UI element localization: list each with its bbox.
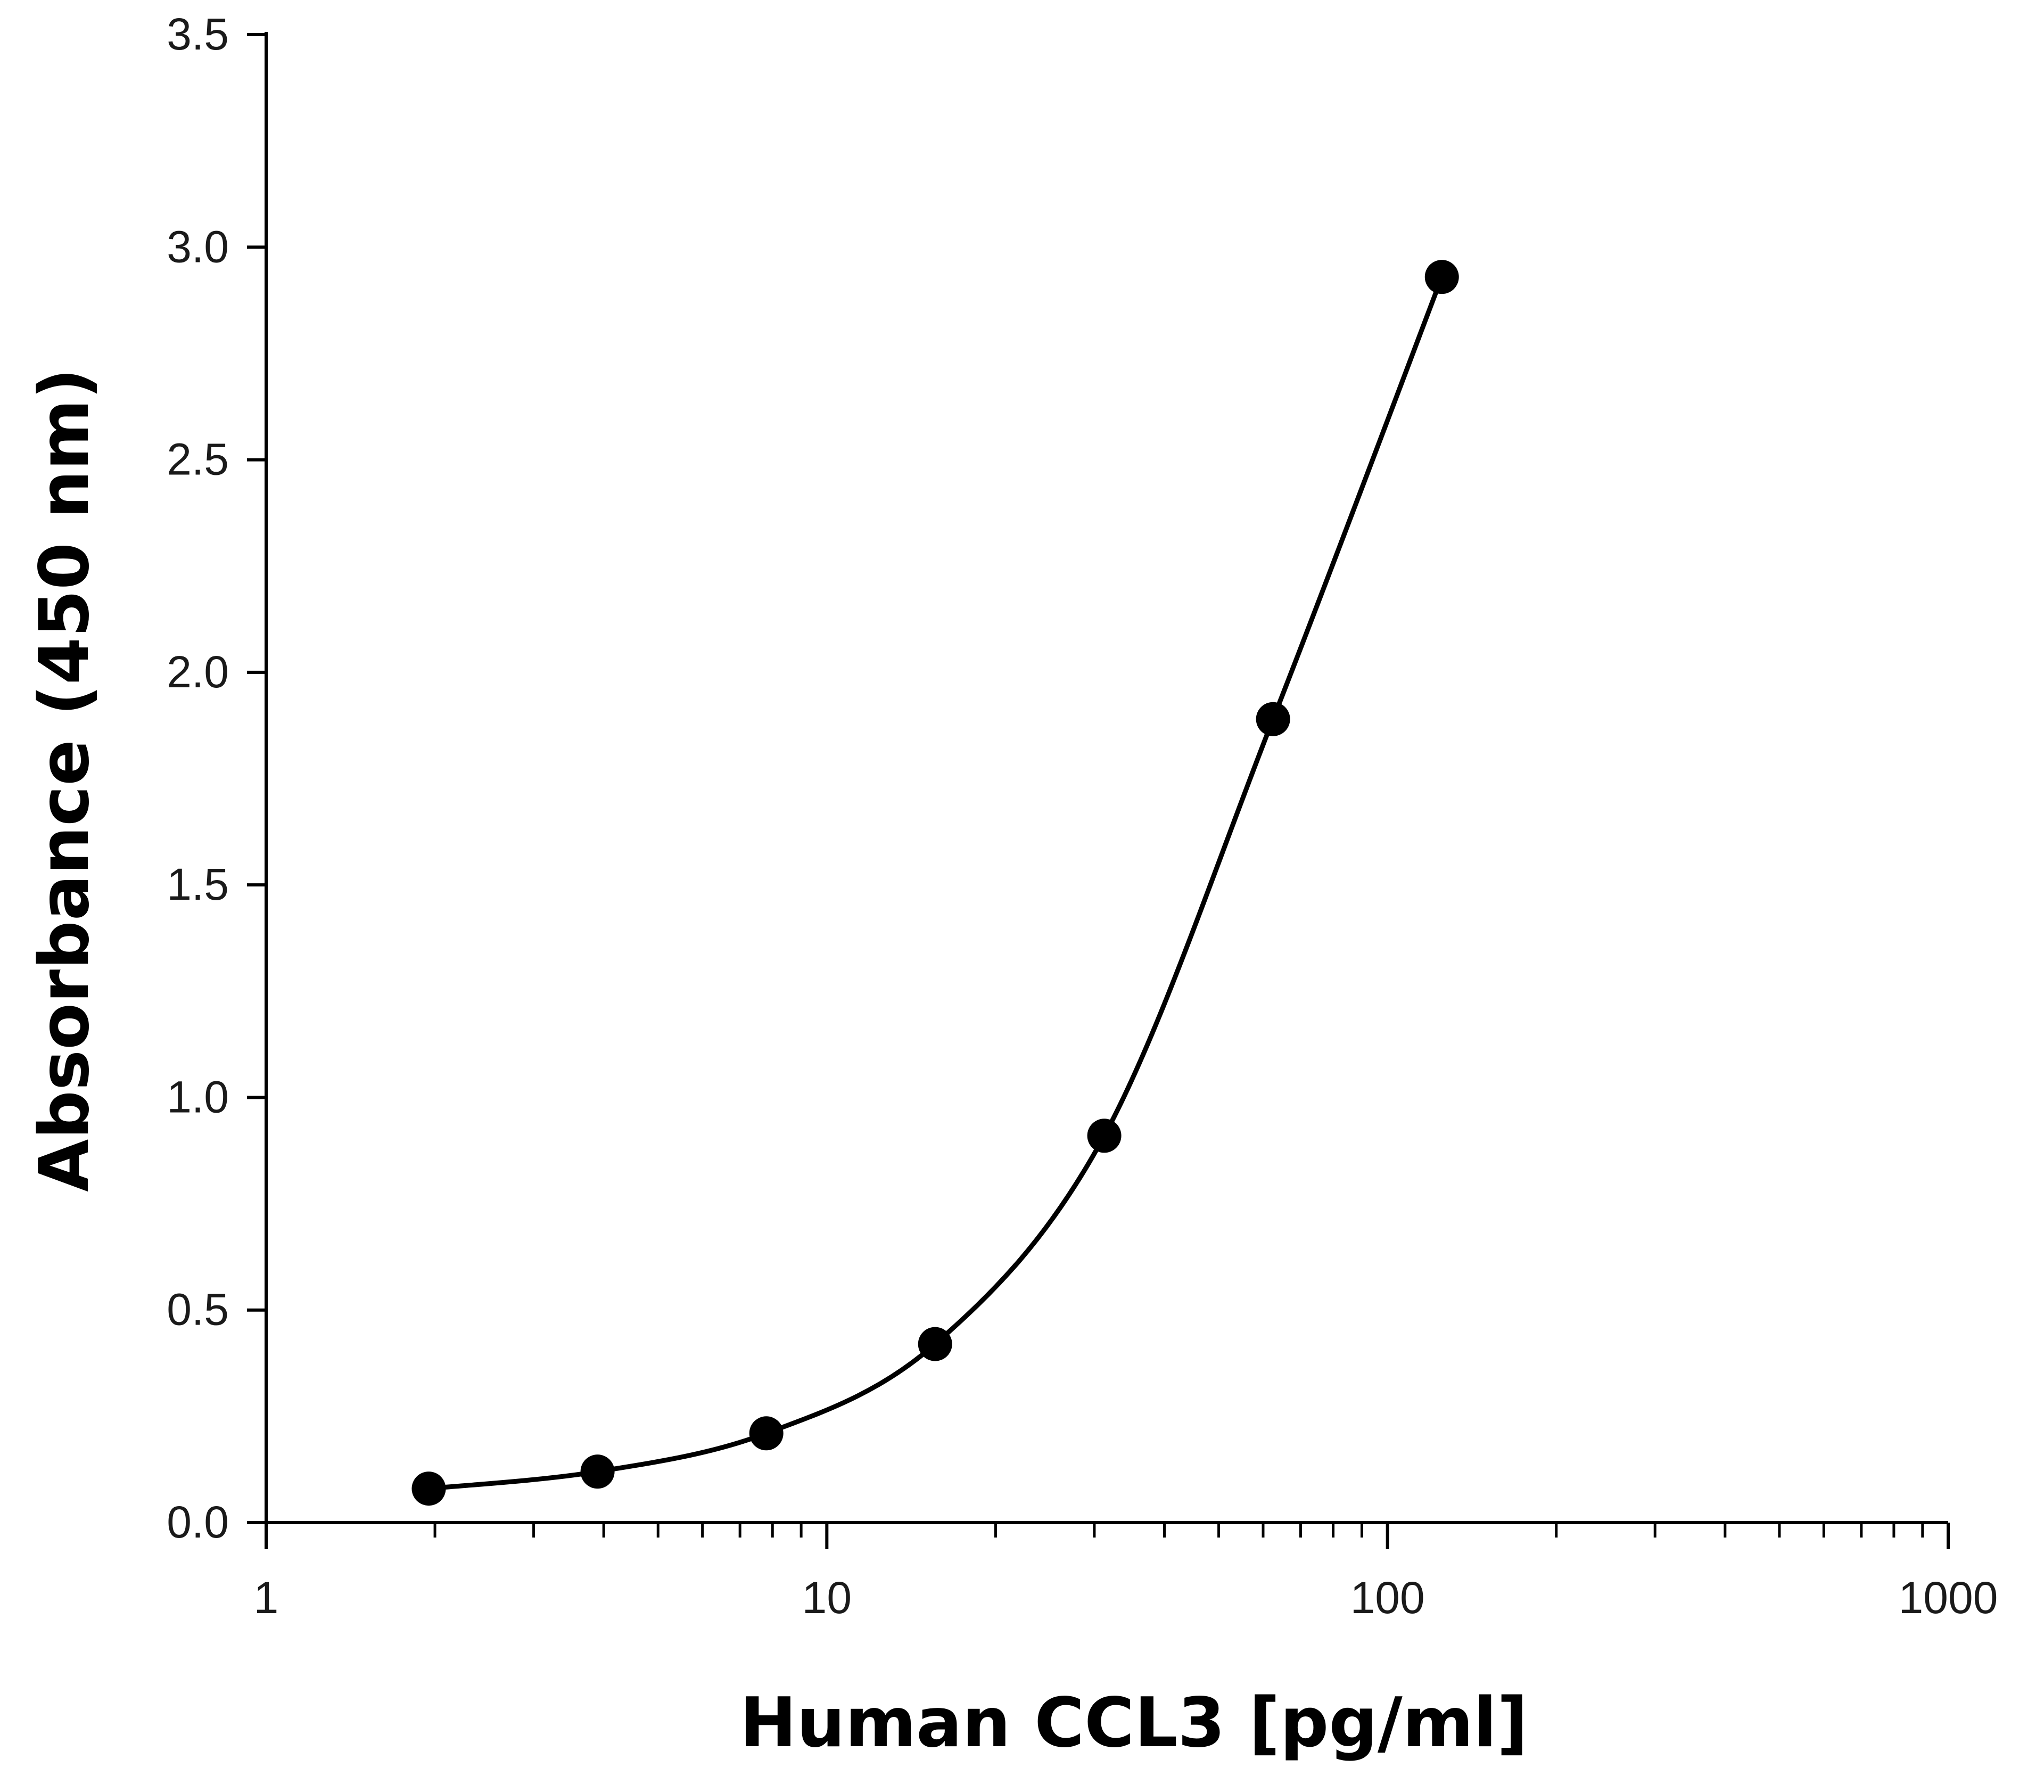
- x-tick-label: 1000: [1899, 1573, 1998, 1623]
- axes: [265, 32, 1948, 1524]
- data-point: [1087, 1119, 1122, 1153]
- y-tick-label: 3.0: [167, 221, 229, 272]
- fitted-curve: [426, 274, 1445, 1491]
- y-tick-label: 0.0: [167, 1497, 229, 1547]
- data-point: [580, 1454, 615, 1489]
- data-point: [1256, 702, 1290, 736]
- x-tick-label: 10: [802, 1573, 852, 1623]
- y-tick-label: 1.0: [167, 1072, 229, 1122]
- tick-marks: [247, 33, 1950, 1549]
- x-tick-label: 100: [1350, 1573, 1425, 1623]
- x-tick-label: 1: [254, 1573, 279, 1623]
- y-tick-label: 2.0: [167, 647, 229, 697]
- tick-labels: 0.0 0.5 1.0 1.5 2.0 2.5 3.0 3.5 1 10 100 1000: [167, 9, 1998, 1623]
- y-tick-label: 3.5: [167, 9, 229, 59]
- data-points: [411, 260, 1459, 1506]
- y-tick-label: 1.5: [167, 859, 229, 909]
- data-point: [918, 1327, 952, 1361]
- y-tick-label: 0.5: [167, 1285, 229, 1335]
- y-axis-title: Absorbance (450 nm): [25, 368, 104, 1192]
- data-point: [749, 1416, 784, 1451]
- y-tick-label: 2.5: [167, 434, 229, 484]
- data-point: [411, 1472, 446, 1506]
- x-axis-title: Human CCL3 [pg/ml]: [740, 1683, 1528, 1763]
- data-point: [1424, 260, 1459, 294]
